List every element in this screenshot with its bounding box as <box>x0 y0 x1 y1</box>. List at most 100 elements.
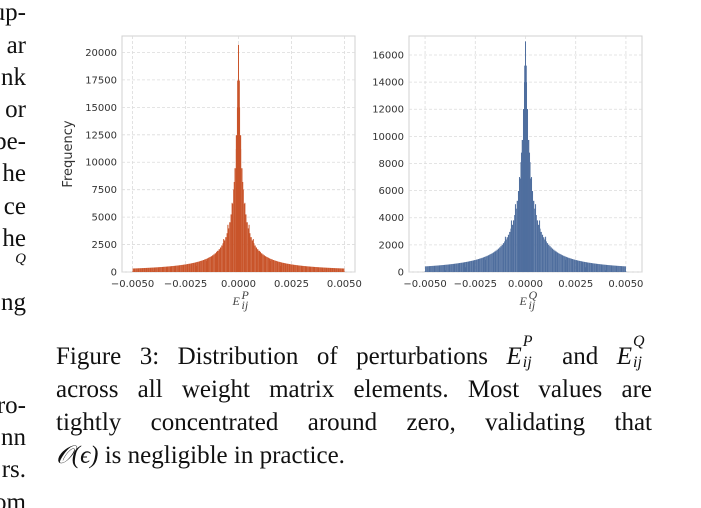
histogram-bar <box>316 267 318 272</box>
x-tick-label: 0.0000 <box>508 279 543 290</box>
data-bar <box>301 269 303 272</box>
histogram-panel-p: 0 2500 5000 7500 10000 12500 15000 17500 20000 −0… <box>61 35 362 312</box>
svg-text:ij: ij <box>529 298 536 312</box>
y-tick-label: 4000 <box>379 213 404 224</box>
histogram-bar <box>327 267 329 272</box>
histogram-bar <box>613 265 615 272</box>
y-tick-label: 6000 <box>379 186 404 197</box>
data-bar <box>244 202 246 272</box>
y-tick-label: 8000 <box>379 159 404 170</box>
data-bar <box>525 41 526 272</box>
histogram-bar <box>612 265 614 272</box>
data-bar <box>238 44 239 272</box>
histogram-bar <box>437 265 439 272</box>
histogram-bar <box>446 264 448 272</box>
histogram-bar <box>249 233 251 272</box>
histogram-bar <box>535 215 537 272</box>
histogram-bar <box>270 258 272 272</box>
histogram-bar <box>148 267 150 272</box>
fragment-text: nk <box>1 64 26 91</box>
histogram-bar <box>492 252 495 272</box>
histogram-bar <box>575 260 577 272</box>
histogram-bar <box>470 260 472 272</box>
data-bar <box>514 204 516 272</box>
histogram-bar <box>467 261 470 272</box>
histogram-bar <box>196 262 198 272</box>
data-bar <box>565 259 567 272</box>
histogram-bar <box>337 268 340 272</box>
histogram-bar <box>441 265 443 272</box>
histogram-bar <box>592 263 594 272</box>
histogram-bar <box>258 250 260 272</box>
histogram-bar <box>217 250 219 272</box>
histogram-bar <box>223 240 226 272</box>
histogram-bar <box>296 265 299 272</box>
histogram-bar <box>230 214 232 272</box>
histogram-bar <box>245 214 247 272</box>
histogram-bar <box>426 266 428 272</box>
histogram-bar <box>280 262 283 272</box>
data-bar <box>535 204 537 272</box>
histogram-bar <box>533 200 535 272</box>
figure-3: 0 2500 5000 7500 10000 12500 15000 17500 20000 −0… <box>52 30 652 320</box>
histogram-bar <box>538 224 540 272</box>
histogram-bar <box>200 260 202 272</box>
histogram-bar <box>202 260 205 272</box>
histogram-bar <box>561 255 564 272</box>
data-bar <box>585 267 587 272</box>
histogram-bar <box>287 263 289 272</box>
histogram-bar <box>208 257 210 272</box>
histogram-bar <box>445 264 447 272</box>
histogram-bar <box>221 245 223 272</box>
histogram-bar <box>452 263 454 272</box>
histogram-bar <box>507 234 510 272</box>
x-tick-label: 0.0025 <box>558 279 593 290</box>
histogram-bar <box>206 258 209 272</box>
histogram-bar <box>469 261 471 272</box>
histogram-bar <box>212 255 214 272</box>
y-tick-label: 7500 <box>92 185 117 196</box>
histogram-bar <box>262 254 264 272</box>
x-tick-label: −0.0025 <box>454 279 497 290</box>
histogram-bar <box>546 243 549 272</box>
histogram-bar <box>163 266 165 272</box>
histogram-bar <box>599 264 601 272</box>
histogram-bar <box>181 264 183 272</box>
data-bar <box>494 251 496 272</box>
data-bar <box>545 236 547 272</box>
histogram-bar <box>308 266 310 272</box>
svg-text:P: P <box>241 288 250 302</box>
caption-line-4: 𝒪(ϵ) is negligible in practice. <box>56 439 652 472</box>
histogram-bar <box>290 264 292 272</box>
fragment-text: nn <box>1 424 26 451</box>
histogram-bar <box>480 258 482 272</box>
histogram-bar <box>167 266 169 272</box>
fragment-text: rs. <box>1 456 26 483</box>
histogram-bar <box>589 262 591 272</box>
data-bar <box>322 271 324 272</box>
histogram-bar <box>607 264 609 272</box>
histogram-bar <box>451 264 453 272</box>
histogram-bar <box>597 263 599 272</box>
data-bar <box>239 107 241 272</box>
histogram-bar <box>275 260 277 272</box>
caption-line-3: tightly concentrated around zero, valida… <box>56 409 652 436</box>
histogram-bar <box>321 267 324 272</box>
histogram-bar <box>210 256 213 272</box>
histogram-bar <box>475 259 477 272</box>
histogram-bar <box>185 264 187 272</box>
histogram-bar <box>284 263 287 272</box>
histogram-bar <box>558 253 560 272</box>
histogram-bar <box>218 249 220 272</box>
histogram-bar <box>343 268 345 272</box>
histogram-bar <box>160 267 162 272</box>
histogram-bar <box>325 267 328 272</box>
histogram-bar <box>447 264 449 272</box>
histogram-bar <box>247 228 250 272</box>
histogram-bar <box>156 267 158 272</box>
histogram-bar <box>307 266 309 272</box>
histogram-bar <box>595 263 598 272</box>
histogram-bar <box>554 250 556 272</box>
data-bar <box>235 149 237 272</box>
histogram-bar <box>550 247 552 272</box>
